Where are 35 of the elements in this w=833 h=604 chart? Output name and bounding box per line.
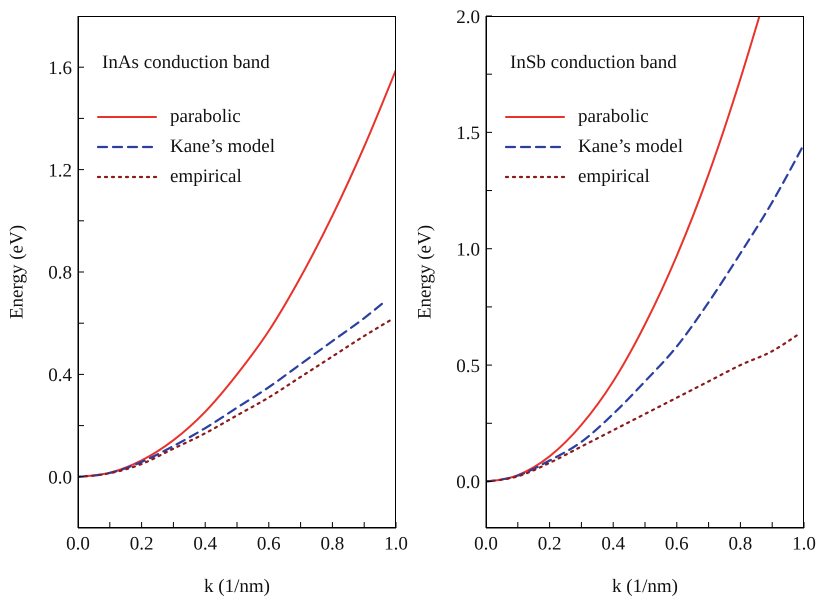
x-tick-label: 0.6: [256, 533, 281, 554]
y-axis-title: Energy (eV): [414, 224, 436, 320]
x-axis-title: k (1/nm): [204, 576, 270, 597]
text: InAs conduction band: [102, 52, 270, 74]
x-tick-label: 1.0: [384, 533, 408, 554]
y-tick-label: 0.4: [48, 365, 72, 386]
x-tick-label: 1.0: [792, 533, 816, 554]
y-tick-label: 1.5: [456, 123, 480, 144]
x-tick-label: 0.0: [474, 533, 498, 554]
x-tick-label: 0.2: [538, 533, 562, 554]
y-axis-title: Energy (eV): [6, 224, 28, 320]
legend-label: empirical: [170, 166, 242, 188]
legend-label: Kane’s model: [170, 136, 276, 158]
x-tick-label: 0.6: [664, 533, 689, 554]
x-tick-label: 0.4: [601, 533, 626, 554]
text: InSb conduction band: [510, 52, 677, 74]
legend-label: parabolic: [578, 106, 649, 128]
x-tick-label: 0.8: [320, 533, 344, 554]
x-tick-label: 0.4: [193, 533, 218, 554]
y-tick-label: 1.0: [456, 239, 480, 260]
line-series: [486, 334, 799, 483]
x-tick-label: 0.8: [728, 533, 752, 554]
legend-label: parabolic: [170, 106, 241, 128]
y-tick-label: 0.0: [48, 468, 72, 489]
y-tick-label: 0.5: [456, 356, 480, 377]
x-tick-label: 0.0: [66, 533, 90, 554]
y-tick-label: 2.0: [456, 6, 480, 28]
x-tick-label: 0.2: [130, 533, 154, 554]
y-tick-label: 1.6: [48, 58, 72, 79]
y-tick-label: 1.2: [48, 160, 72, 182]
y-tick-label: 0.8: [48, 262, 72, 284]
legend-label: Kane’s model: [578, 136, 684, 158]
legend-label: empirical: [578, 166, 650, 188]
x-axis-title: k (1/nm): [612, 576, 678, 597]
y-tick-label: 0.0: [456, 472, 480, 494]
